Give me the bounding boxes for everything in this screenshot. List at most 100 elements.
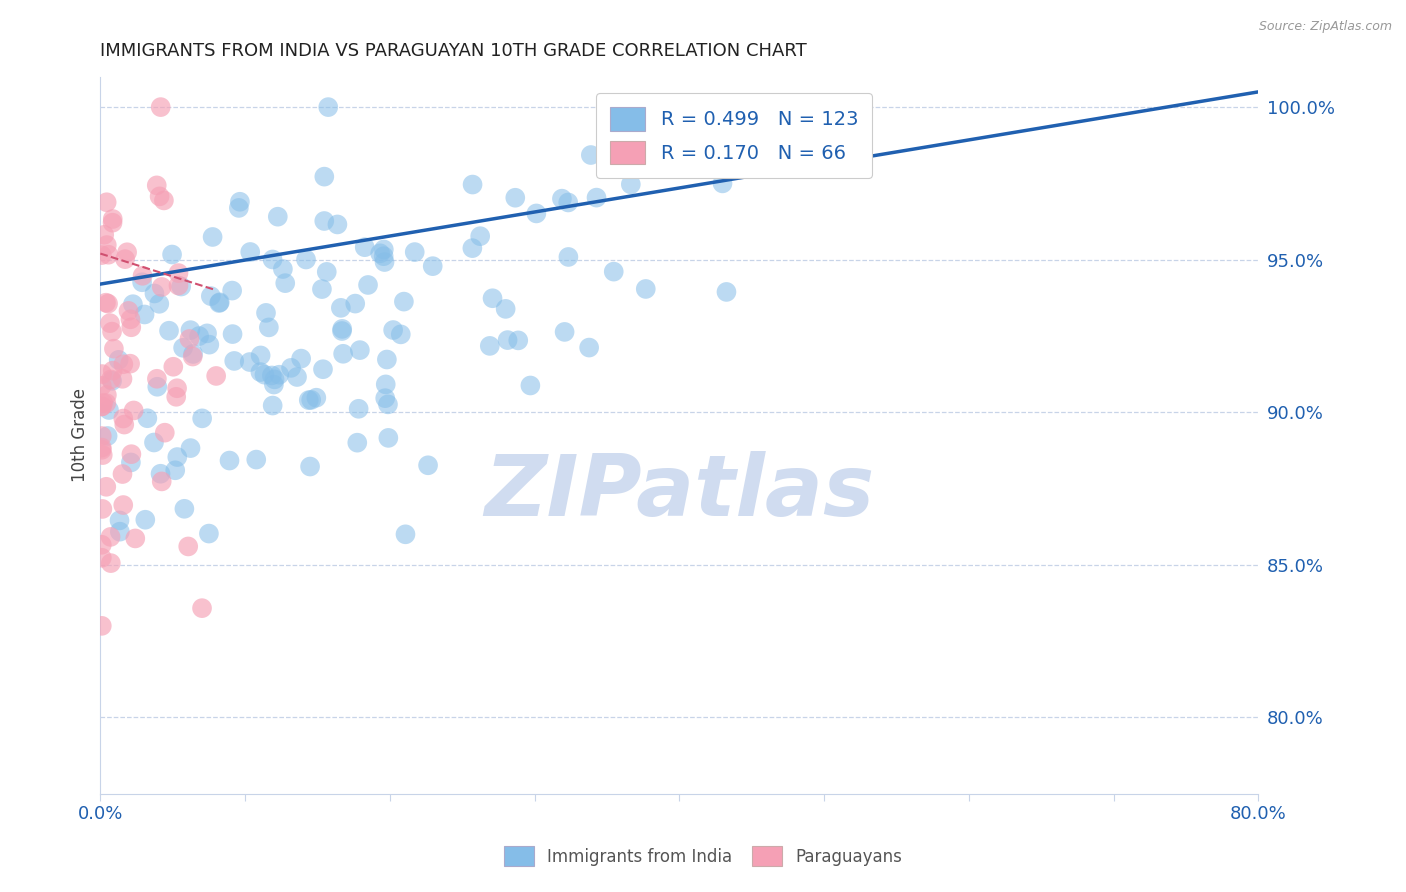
Point — [101, 374, 124, 388]
Point — [108, 513, 131, 527]
Legend: R = 0.499   N = 123, R = 0.170   N = 66: R = 0.499 N = 123, R = 0.170 N = 66 — [596, 94, 872, 178]
Point — [377, 397, 399, 411]
Point — [495, 301, 517, 316]
Point — [305, 391, 328, 405]
Point — [188, 329, 211, 343]
Point — [100, 556, 122, 570]
Point — [160, 247, 183, 261]
Point — [374, 377, 396, 392]
Point — [177, 540, 200, 554]
Point — [249, 348, 271, 362]
Point — [90, 550, 112, 565]
Point — [149, 467, 172, 481]
Point — [344, 296, 367, 310]
Point — [346, 435, 368, 450]
Point — [120, 312, 142, 326]
Point — [347, 401, 370, 416]
Point — [117, 304, 139, 318]
Point — [253, 368, 276, 382]
Point — [716, 285, 738, 299]
Point — [329, 301, 352, 315]
Point — [162, 359, 184, 374]
Point — [198, 526, 221, 541]
Point — [180, 441, 202, 455]
Point — [290, 351, 312, 366]
Point — [373, 249, 395, 263]
Point — [90, 379, 112, 393]
Point — [97, 296, 120, 310]
Point — [96, 480, 118, 494]
Point — [201, 230, 224, 244]
Point — [326, 218, 349, 232]
Point — [172, 341, 194, 355]
Point — [96, 238, 118, 252]
Point — [316, 100, 339, 114]
Point — [165, 390, 187, 404]
Point — [551, 192, 574, 206]
Point — [90, 248, 112, 262]
Point — [167, 266, 190, 280]
Point — [120, 320, 142, 334]
Point — [98, 316, 121, 330]
Point — [620, 178, 643, 192]
Point — [122, 297, 145, 311]
Point — [96, 396, 118, 410]
Point — [578, 341, 600, 355]
Point — [134, 513, 156, 527]
Point — [478, 339, 501, 353]
Point — [181, 350, 204, 364]
Point — [101, 364, 124, 378]
Point — [554, 325, 576, 339]
Point — [91, 448, 114, 462]
Point — [100, 372, 122, 386]
Point — [122, 403, 145, 417]
Point — [377, 431, 399, 445]
Point — [262, 399, 284, 413]
Point — [392, 294, 415, 309]
Point — [416, 458, 439, 473]
Point — [315, 265, 337, 279]
Point — [245, 452, 267, 467]
Point — [153, 194, 176, 208]
Point — [221, 327, 243, 342]
Point — [221, 284, 243, 298]
Point — [170, 279, 193, 293]
Point — [394, 527, 416, 541]
Point — [239, 244, 262, 259]
Point — [115, 245, 138, 260]
Point — [90, 442, 112, 457]
Point — [146, 372, 169, 386]
Point — [260, 368, 283, 383]
Point — [508, 334, 530, 348]
Point — [503, 191, 526, 205]
Point — [332, 347, 354, 361]
Point — [100, 530, 122, 544]
Point — [603, 265, 626, 279]
Y-axis label: 10th Grade: 10th Grade — [72, 388, 89, 483]
Point — [143, 435, 166, 450]
Point — [254, 306, 277, 320]
Point — [149, 189, 172, 203]
Point — [257, 320, 280, 334]
Point — [94, 295, 117, 310]
Point — [112, 357, 135, 371]
Point — [148, 297, 170, 311]
Point — [166, 450, 188, 464]
Point — [191, 411, 214, 425]
Point — [330, 322, 353, 336]
Point — [519, 378, 541, 392]
Point — [382, 323, 405, 337]
Point — [90, 400, 112, 414]
Point — [90, 441, 112, 455]
Point — [208, 296, 231, 310]
Point — [191, 601, 214, 615]
Point — [97, 248, 120, 262]
Point — [557, 195, 579, 210]
Point — [96, 195, 118, 210]
Legend: Immigrants from India, Paraguayans: Immigrants from India, Paraguayans — [496, 839, 910, 873]
Point — [269, 368, 291, 382]
Point — [389, 327, 412, 342]
Point — [368, 246, 391, 260]
Point — [357, 277, 380, 292]
Point — [274, 276, 297, 290]
